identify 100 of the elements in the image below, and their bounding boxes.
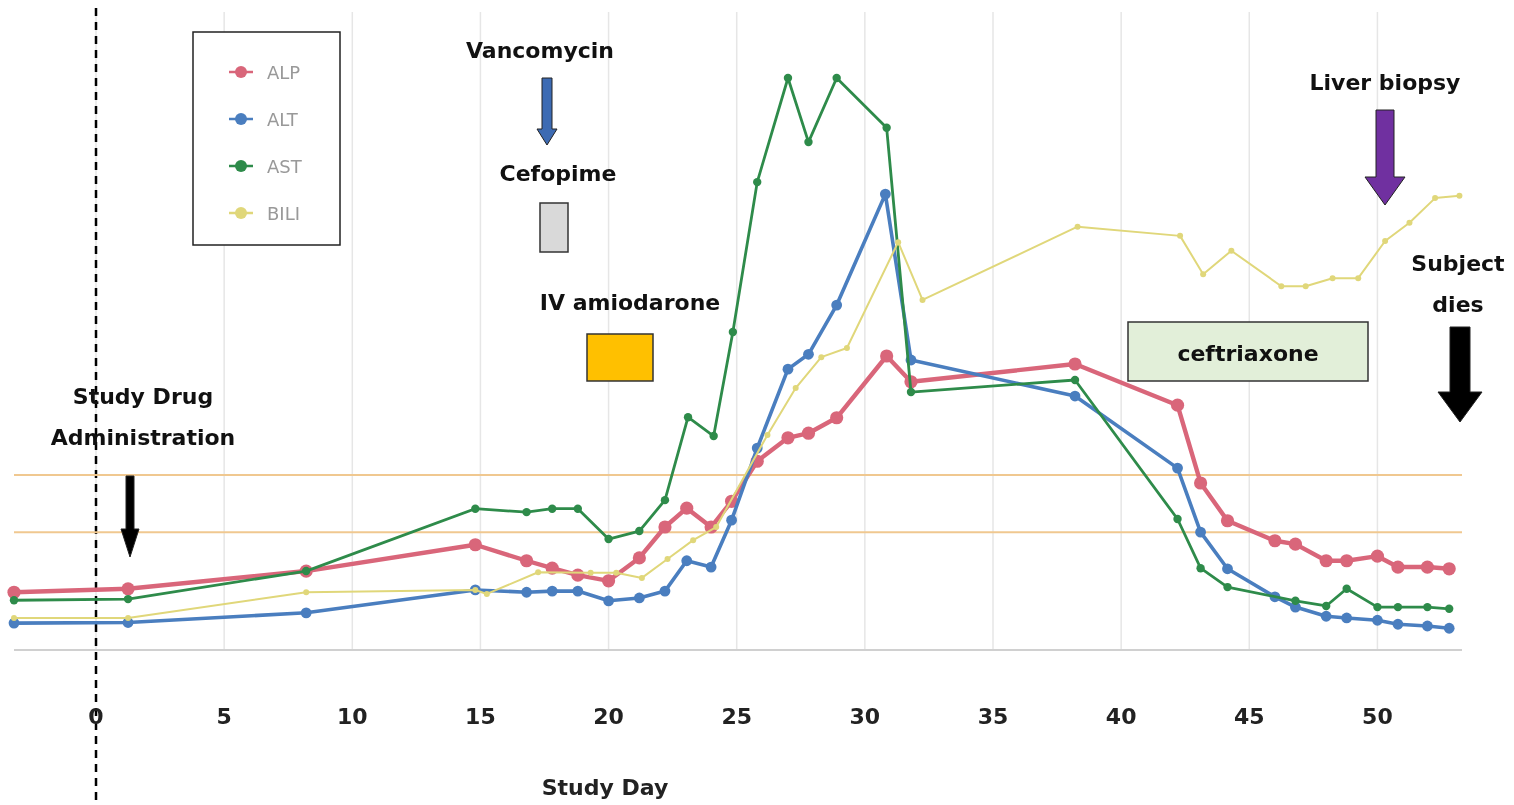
x-tick-label: 5 [216,704,232,729]
point [906,387,916,397]
point [1200,271,1207,278]
point [843,344,850,351]
point [1220,514,1235,528]
point [895,239,902,246]
point [658,520,672,534]
point [764,431,771,438]
point [522,507,531,517]
x-axis-title: Study Day [541,775,669,800]
point [1291,596,1300,606]
x-tick-label: 45 [1233,704,1265,729]
point [782,363,794,375]
point [1456,192,1463,199]
point [1342,584,1351,593]
point [573,504,583,513]
point [601,574,616,588]
point [882,123,891,132]
point [1195,526,1206,538]
point [804,137,813,147]
point [519,554,534,568]
point [1422,620,1433,632]
point [1340,554,1354,568]
point [1392,618,1404,630]
x-tick-label: 0 [88,704,104,729]
point [483,590,490,597]
point [9,596,19,605]
point [635,526,644,536]
x-tick-label: 25 [721,704,753,729]
point [690,537,697,544]
point [1442,562,1456,576]
point [1321,601,1331,611]
point [603,595,614,607]
point [660,495,670,505]
point [1074,223,1081,230]
point [792,385,799,392]
x-tick-label: 50 [1362,704,1393,729]
point [125,614,132,621]
point [1373,602,1382,612]
point [832,73,841,83]
point [1268,534,1282,548]
point [728,327,738,337]
point [1196,564,1205,573]
point [1288,537,1303,551]
point [548,504,557,513]
point [123,594,133,604]
point [1420,560,1434,574]
point [1432,195,1439,202]
point [801,426,816,440]
x-tick-label: 10 [336,704,368,729]
point [781,431,795,445]
point [1302,283,1309,290]
point [1278,283,1285,290]
point [803,348,814,360]
point [303,589,310,596]
point [638,574,645,581]
point [1228,247,1235,254]
point [1319,554,1333,568]
point [1423,602,1432,612]
point [546,585,558,597]
legend-label: ALP [267,62,301,83]
point [468,538,482,552]
x-tick-label: 35 [977,704,1009,729]
point [783,73,793,83]
point [879,188,891,200]
point [919,296,926,303]
point [11,614,17,621]
legend-label: BILI [267,203,300,224]
point [1172,462,1183,474]
point [471,504,480,513]
point [683,413,693,422]
x-tick-label: 15 [465,704,496,729]
point [664,556,671,563]
point [1444,604,1454,614]
annotation: Study Drug Administration [50,384,236,450]
point [831,299,843,311]
point [1173,514,1182,524]
point [753,177,762,187]
point [659,585,671,597]
point [1329,275,1336,282]
point [880,349,894,363]
annotation: ceftriaxone [1177,341,1319,366]
point [1443,622,1455,634]
point [535,569,542,576]
point [1177,232,1184,239]
legend-label: AST [267,156,303,177]
point [121,582,135,596]
point [521,586,532,598]
annotation: Liver biopsy [1309,70,1461,95]
point [1391,560,1405,574]
point [680,501,694,515]
point [1406,219,1413,226]
text: Vancomycin [466,38,614,63]
point [1069,390,1081,402]
point [1320,610,1332,622]
x-tick-label: 20 [593,704,624,729]
point [1372,614,1383,626]
point [1355,275,1362,282]
point [1070,375,1080,385]
point [1222,563,1233,575]
